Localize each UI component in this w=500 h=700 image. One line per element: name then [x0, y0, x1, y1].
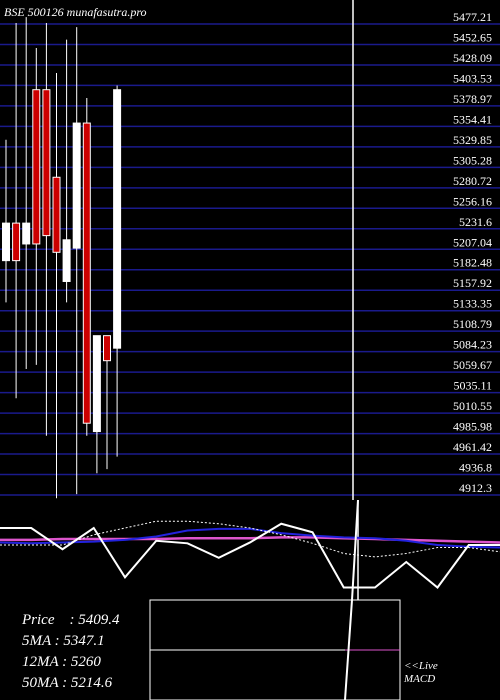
candle-body: [103, 335, 111, 362]
candle-body: [92, 335, 101, 433]
y-tick-label: 5231.6: [459, 215, 492, 229]
indicator-magenta-line: [0, 536, 500, 544]
indicator-panel: [0, 520, 500, 589]
readout-5ma-label: 5MA: [22, 633, 51, 649]
y-tick-label: 5378.97: [453, 92, 492, 106]
y-tick-label: 5084.23: [453, 338, 492, 352]
indicator-white-line: [0, 522, 500, 589]
candle-body: [52, 176, 61, 253]
readout-50ma: 50MA : 5214.6: [22, 673, 119, 694]
readout-12ma-value: 5260: [70, 654, 101, 670]
y-axis-labels: 5477.21 5452.65 5428.09 5403.53 5378.97 5354.…: [453, 10, 492, 495]
candle-body: [72, 122, 81, 249]
y-tick-label: 5256.16: [453, 194, 492, 208]
macd-label-macd: MACD: [404, 673, 436, 685]
candle-body: [32, 89, 41, 245]
readout-12ma: 12MA : 5260: [22, 652, 119, 673]
candle-body: [12, 222, 21, 262]
y-tick-label: 5354.41: [453, 112, 492, 126]
readout-price-label: Price: [22, 612, 55, 628]
readout-50ma-value: 5214.6: [70, 675, 113, 691]
price-readout: Price : 5409.4 5MA : 5347.1 12MA : 5260 …: [22, 610, 119, 694]
y-tick-label: 5280.72: [453, 174, 492, 188]
y-tick-label: 4912.3: [459, 481, 492, 495]
indicator-dotted-line: [0, 520, 500, 558]
candle-body: [62, 239, 71, 282]
candle-body: [2, 222, 10, 262]
y-tick-label: 5207.04: [453, 235, 492, 249]
readout-price: Price : 5409.4: [22, 610, 119, 631]
candlesticks: [2, 17, 122, 499]
readout-50ma-sep: :: [62, 675, 71, 691]
macd-label-live: <<Live: [404, 660, 438, 672]
y-tick-label: 5157.92: [453, 276, 492, 290]
y-tick-label: 5403.53: [453, 71, 492, 85]
y-tick-label: 5035.11: [453, 379, 492, 393]
readout-5ma-value: 5347.1: [63, 633, 105, 649]
y-tick-label: 4936.8: [459, 461, 492, 475]
price-grid: [0, 23, 500, 496]
y-tick-label: 5059.67: [453, 358, 492, 372]
indicator-blue-line: [0, 527, 500, 549]
readout-12ma-label: 12MA: [22, 654, 59, 670]
readout-5ma-sep: :: [54, 633, 64, 649]
candle-body: [113, 89, 122, 349]
readout-price-value: 5409.4: [78, 612, 120, 628]
chart-title: BSE 500126 munafasutra.pro: [4, 5, 147, 19]
y-tick-label: 5133.35: [453, 297, 492, 311]
y-tick-label: 5305.28: [453, 153, 492, 167]
macd-label: <<Live MACD: [404, 660, 438, 686]
y-tick-label: 5477.21: [453, 10, 492, 24]
macd-live-line: [344, 499, 359, 700]
y-tick-label: 5428.09: [453, 51, 492, 65]
y-tick-label: 5010.55: [453, 399, 492, 413]
y-tick-label: 4985.98: [453, 420, 492, 434]
y-tick-label: 5329.85: [453, 133, 492, 147]
y-tick-label: 5452.65: [453, 30, 492, 44]
readout-5ma: 5MA : 5347.1: [22, 631, 119, 652]
y-tick-label: 4961.42: [453, 440, 492, 454]
readout-price-sep: :: [58, 612, 79, 628]
readout-50ma-label: 50MA: [22, 675, 59, 691]
y-tick-label: 5108.79: [453, 317, 492, 331]
candle-body: [22, 222, 31, 245]
y-tick-label: 5182.48: [453, 256, 492, 270]
candle-body: [82, 122, 91, 424]
readout-12ma-sep: :: [62, 654, 71, 670]
candle-body: [42, 89, 51, 237]
